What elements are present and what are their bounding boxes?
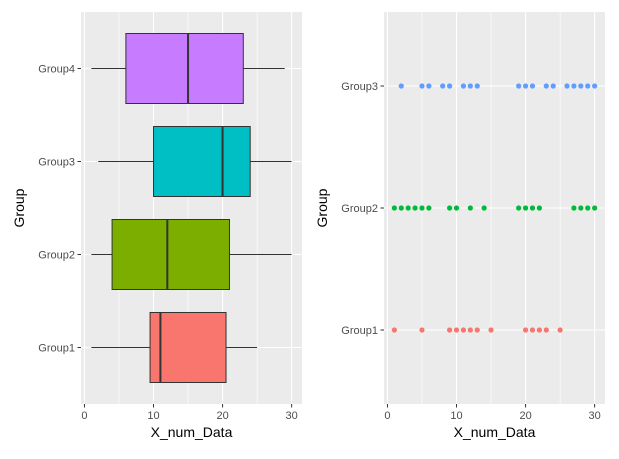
boxplot-chart: 0 10 20 30 Group1 Group2 Group3 Group4 X_num_Dat… [11, 12, 302, 440]
point-group3 [571, 83, 577, 89]
x-tick-label: 10 [147, 410, 159, 422]
point-group1 [391, 327, 397, 333]
point-group3 [474, 83, 480, 89]
point-group1 [467, 327, 473, 333]
box-group1 [149, 312, 227, 383]
point-group3 [440, 83, 446, 89]
point-group2 [578, 205, 584, 211]
point-group2 [467, 205, 473, 211]
x-tick-label: 30 [589, 410, 601, 422]
point-group2 [412, 205, 418, 211]
point-group1 [543, 327, 549, 333]
point-group3 [460, 83, 467, 89]
point-group1 [474, 327, 480, 333]
point-group3 [398, 83, 404, 89]
point-group3 [419, 83, 425, 89]
point-group2 [522, 205, 529, 211]
point-group1 [536, 327, 542, 333]
point-group3 [522, 83, 529, 89]
y-tick-label: Group3 [341, 81, 378, 93]
point-group1 [488, 327, 494, 333]
point-group2 [585, 205, 591, 211]
point-group3 [529, 83, 536, 89]
point-group2 [592, 205, 598, 211]
point-group3 [592, 83, 598, 89]
x-axis-title: X_num_Data [454, 424, 536, 440]
y-axis-title: Group [11, 188, 27, 227]
point-group3 [585, 83, 591, 89]
x-tick-label: 30 [286, 410, 298, 422]
point-group1 [419, 327, 425, 333]
point-group3 [564, 83, 570, 89]
x-tick-label: 20 [216, 410, 228, 422]
point-group3 [426, 83, 432, 89]
point-group1 [557, 327, 563, 333]
point-group3 [543, 83, 549, 89]
point-group3 [447, 83, 453, 89]
x-tick-label: 0 [81, 410, 87, 422]
box-group3 [153, 126, 251, 197]
point-group1 [529, 327, 536, 333]
point-group1 [522, 327, 529, 333]
box-group2 [111, 219, 230, 290]
point-group1 [447, 327, 453, 333]
point-group2 [447, 205, 453, 211]
y-tick-label: Group2 [341, 203, 378, 215]
y-axis-title: Group [314, 188, 330, 227]
x-tick-label: 0 [384, 410, 390, 422]
box-group4 [125, 33, 244, 104]
point-group3 [578, 83, 584, 89]
point-group3 [550, 83, 556, 89]
point-group2 [516, 205, 522, 211]
x-tick-label: 10 [450, 410, 462, 422]
scatter-chart: 0 10 20 30 Group1 Group2 Group3 X_num_Data Group [314, 12, 605, 440]
point-group3 [467, 83, 473, 89]
y-tick-label: Group1 [341, 325, 378, 337]
x-axis-title: X_num_Data [151, 424, 233, 440]
y-tick-label: Group3 [38, 157, 75, 169]
point-group2 [529, 205, 536, 211]
point-group2 [426, 205, 432, 211]
x-tick-label: 20 [519, 410, 531, 422]
point-group2 [391, 205, 397, 211]
point-group2 [419, 205, 425, 211]
point-group2 [536, 205, 542, 211]
y-tick-label: Group1 [38, 343, 75, 355]
point-group1 [460, 327, 467, 333]
point-group2 [398, 205, 404, 211]
y-tick-label: Group2 [38, 250, 75, 262]
point-group2 [481, 205, 487, 211]
point-group3 [516, 83, 522, 89]
point-group1 [453, 327, 460, 333]
point-group2 [405, 205, 411, 211]
point-group2 [453, 205, 460, 211]
y-tick-label: Group4 [38, 64, 75, 76]
point-group2 [571, 205, 577, 211]
